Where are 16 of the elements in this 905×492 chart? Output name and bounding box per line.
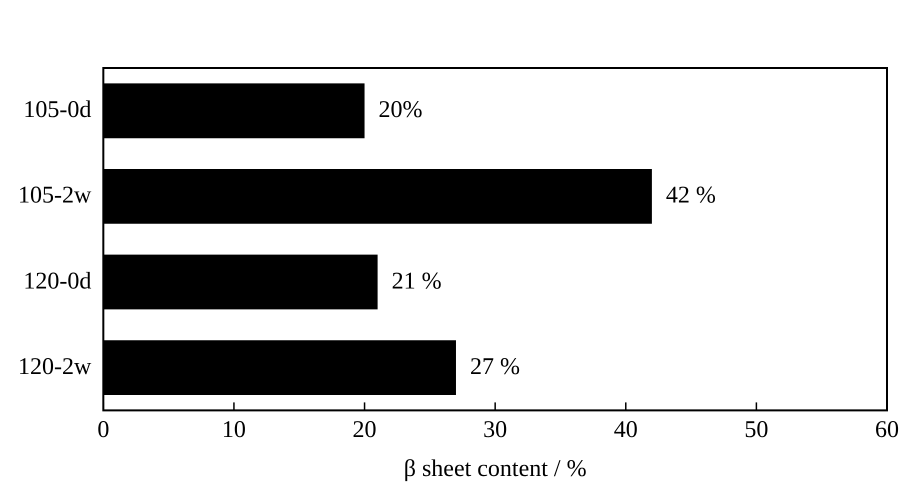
- y-tick-label: 120-2w: [18, 354, 92, 380]
- data-label: 27 %: [470, 354, 520, 380]
- y-tick-label: 120-0d: [23, 268, 92, 294]
- x-tick-label: 50: [744, 417, 768, 444]
- x-tick-label: 10: [222, 417, 246, 444]
- x-axis-title: β sheet content / %: [404, 456, 587, 482]
- y-tick-label: 105-2w: [18, 182, 92, 209]
- data-label: 42 %: [666, 182, 716, 209]
- y-tick-label: 105-0d: [23, 97, 92, 124]
- x-tick-label: 30: [483, 417, 508, 444]
- x-tick-label: 40: [614, 417, 638, 444]
- x-tick-label: 0: [97, 417, 110, 444]
- data-label: 20%: [378, 97, 423, 124]
- x-tick-label: 20: [352, 417, 377, 444]
- data-label: 21 %: [392, 268, 442, 294]
- x-tick-label: 60: [875, 417, 899, 444]
